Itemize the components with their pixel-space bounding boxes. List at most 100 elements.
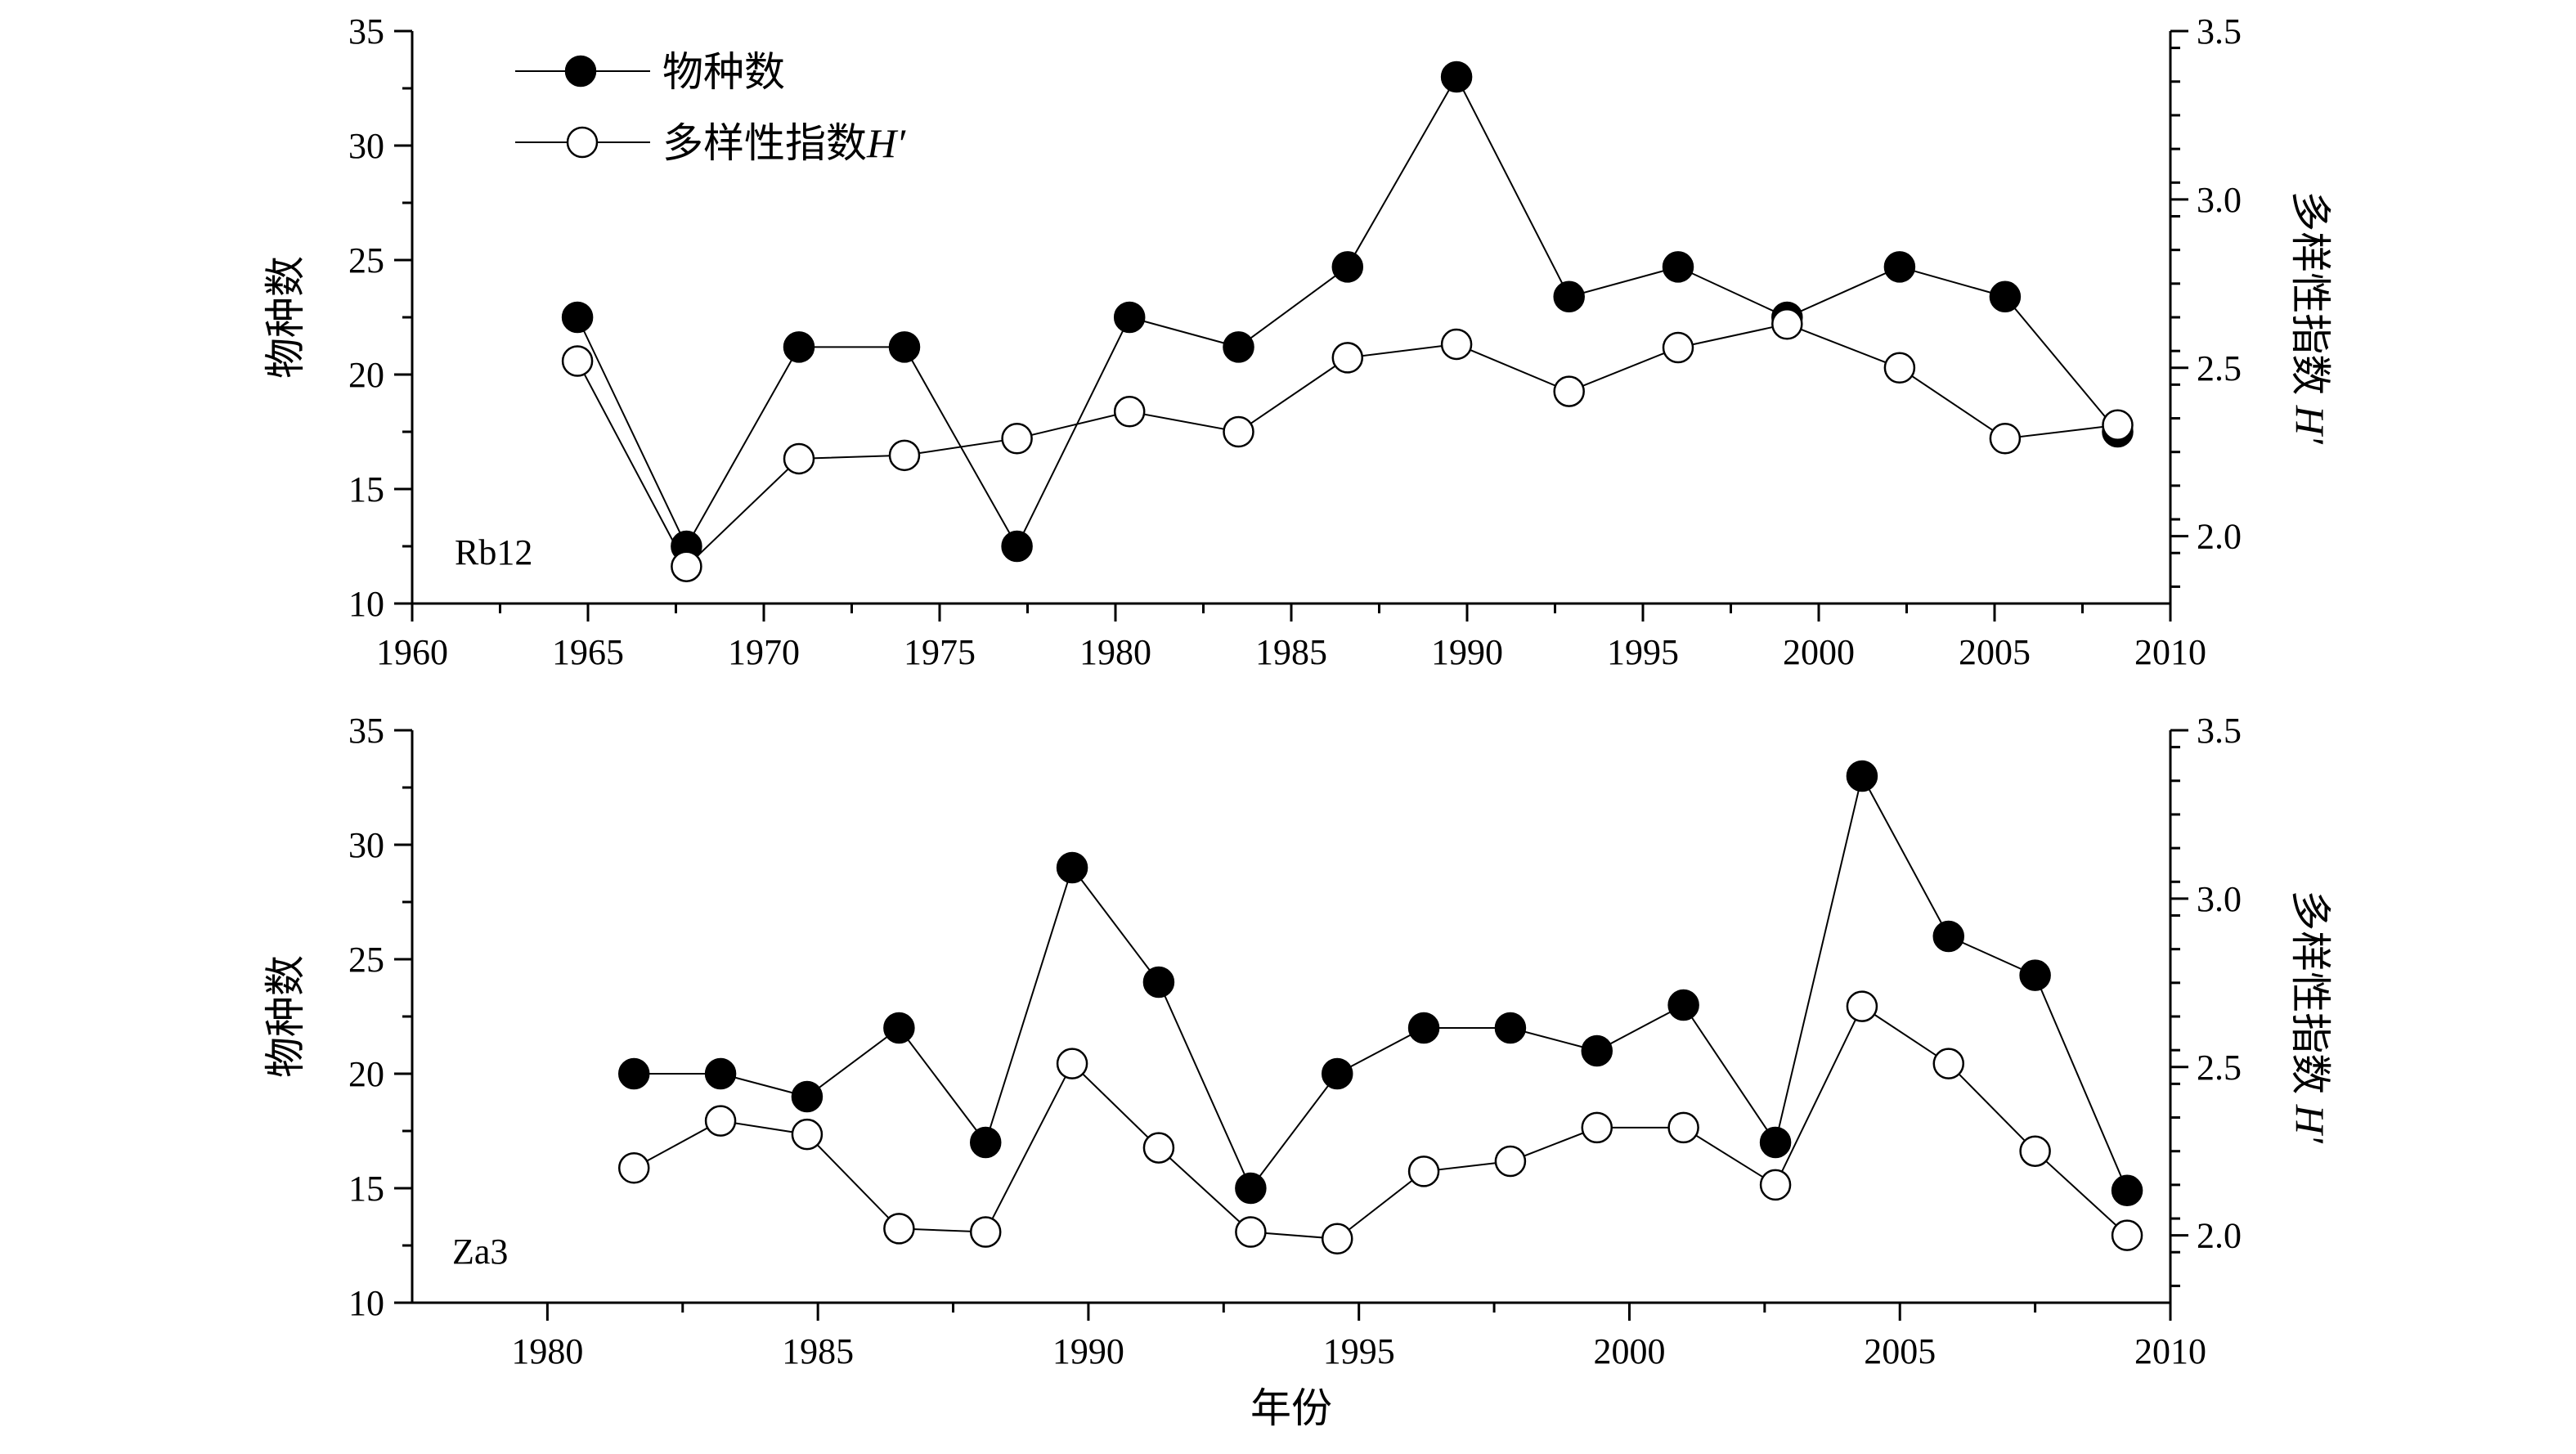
panel-1-series-1-point	[783, 331, 815, 363]
panel-2-series-1-point	[1759, 1126, 1792, 1159]
panel-1-y-right-title: 多样性指数 H′	[2287, 191, 2333, 445]
panel-2-y-right-tick-label: 3.5	[2197, 711, 2242, 751]
panel-2-series-1-point	[1846, 760, 1878, 792]
panel-2-y-left-tick-label: 25	[348, 940, 384, 980]
panel-2-x-tick-label: 2010	[2134, 1331, 2206, 1371]
legend-marker-2	[566, 126, 599, 159]
panel-1-x-tick-label: 2000	[1783, 632, 1855, 672]
panel-1-y-right-tick-label: 2.0	[2197, 517, 2242, 557]
legend-label-2-italic: H′	[866, 120, 906, 166]
panel-1-x-tick-label: 1995	[1607, 632, 1679, 672]
panel-1-y-right-title-text: 多样性指数	[2287, 191, 2333, 406]
panel-1-series-2-point	[2102, 409, 2134, 442]
panel-1-series-2-point	[1331, 342, 1364, 374]
panel-2-series-1-point	[1494, 1012, 1527, 1044]
panel-2-y-right-tick-label: 2.5	[2197, 1048, 2242, 1088]
panel-2-series-2-point	[883, 1213, 915, 1245]
panel-1-series-1-point	[888, 331, 921, 363]
panel-2-y-right-title-italic: H′	[2287, 1104, 2333, 1144]
panel-1-series-2-point	[783, 442, 815, 475]
panel-1-x-tick-label: 1980	[1079, 632, 1151, 672]
panel-1-y-left-tick-label: 10	[348, 584, 384, 624]
legend-label-2-text: 多样性指数	[662, 120, 867, 166]
panel-2-series-2-point	[1321, 1223, 1353, 1255]
panel-1-series-2-point	[888, 439, 921, 472]
panel-2-x-title: 年份	[1250, 1385, 1332, 1431]
panel-2-series-2-point	[1407, 1156, 1440, 1187]
panel-2-series-2-line	[633, 1005, 2128, 1240]
panel-1-series-1-point	[561, 301, 594, 334]
panel-2-series-1-point	[2019, 959, 2051, 991]
panel-2-series-2-point	[1759, 1169, 1792, 1201]
panel-1-y-left-tick-label: 30	[348, 126, 384, 166]
panel-2-series-1-point	[1235, 1172, 1267, 1205]
panel-2-series-1-point	[1056, 851, 1088, 884]
panel-2-series-1-point	[617, 1057, 650, 1090]
panel-2-y-left-tick-label: 35	[348, 711, 384, 751]
panel-2-x-tick-label: 2005	[1864, 1331, 1936, 1371]
panel-1-y-right-title-italic: H′	[2287, 405, 2333, 445]
panel-2-series-1-point	[1321, 1057, 1353, 1090]
panel-1-series-2-point	[561, 345, 594, 377]
panel-2-series-2-point	[2019, 1135, 2051, 1167]
panel-1-y-right-tick-label: 3.0	[2197, 180, 2242, 220]
panel-2-series-2-point	[704, 1105, 737, 1137]
panel-2-series-2-point	[617, 1152, 650, 1184]
panel-1-series-1-point	[1113, 301, 1146, 334]
panel-1-series-1-point	[1440, 61, 1473, 93]
panel-2-y-left-tick-label: 20	[348, 1054, 384, 1094]
panel-2-series-1-point	[791, 1080, 824, 1113]
panel-1-label: Rb12	[455, 532, 532, 572]
panel-2-series-2-point	[1581, 1111, 1613, 1144]
panel-1-series-2-point	[1440, 328, 1473, 361]
panel-2-series-2-point	[1142, 1132, 1175, 1164]
panel-1-x-tick-label: 2005	[1959, 632, 2031, 672]
panel-1-y-left-tick-label: 20	[348, 355, 384, 395]
panel-1-y-left-tick-label: 15	[348, 469, 384, 509]
panel-2-series-1-point	[704, 1057, 737, 1090]
panel-2-series-2-point	[2111, 1219, 2143, 1251]
panel-1-x-tick-label: 1985	[1255, 632, 1327, 672]
panel-2-series-1-point	[1667, 989, 1699, 1021]
panel-2-y-right-tick-label: 3.0	[2197, 879, 2242, 919]
legend-label-1-text: 物种数	[662, 49, 785, 95]
panel-2-series-2-point	[1667, 1111, 1699, 1144]
panel-1-series-2-point	[1001, 422, 1033, 455]
panel-2-series-2-point	[1056, 1048, 1088, 1079]
panel-1-series-2-point	[671, 550, 702, 582]
panel-1-series-2-point	[1223, 415, 1254, 448]
panel-2-x-tick-label: 1980	[511, 1331, 583, 1371]
panel-2-y-left-tick-label: 15	[348, 1169, 384, 1209]
panel-2-y-right-tick-label: 2.0	[2197, 1216, 2242, 1256]
panel-1-series-2-point	[1113, 396, 1146, 428]
panel-2-series-1-point	[883, 1012, 915, 1044]
panel-2-series-1-point	[1407, 1012, 1440, 1044]
panel-2-y-right-title-text: 多样性指数	[2287, 890, 2333, 1105]
panel-1-x-tick-label: 1960	[376, 632, 448, 672]
panel-2-y-left-tick-label: 10	[348, 1283, 384, 1323]
panel-2-series-1-point	[1581, 1034, 1613, 1067]
panel-2-y-left-tick-label: 30	[348, 825, 384, 865]
panel-1-series-1-point	[1223, 331, 1254, 363]
panel-1-x-tick-label: 1970	[728, 632, 800, 672]
panel-2-series-1-point	[2111, 1174, 2143, 1207]
panel-1-x-tick-label: 1965	[552, 632, 624, 672]
legend-label-1: 物种数	[662, 49, 785, 95]
panel-2-y-left-title: 物种数	[263, 955, 308, 1078]
panel-2-series-2-point	[791, 1118, 824, 1151]
panel-1-y-left-tick-label: 25	[348, 240, 384, 280]
panel-2-label: Za3	[452, 1232, 508, 1272]
panel-2-x-tick-label: 2000	[1593, 1331, 1665, 1371]
panel-1-y-right-tick-label: 3.5	[2197, 11, 2242, 52]
panel-2-series-1-point	[969, 1126, 1002, 1159]
panel-1-series-2-point	[1989, 422, 2022, 455]
panel-2-series-1-line	[634, 774, 2129, 1191]
panel-1-y-left-title: 物种数	[263, 256, 308, 379]
panel-1-series-2-point	[1553, 375, 1585, 407]
panel-1-series-2-point	[1883, 352, 1916, 384]
panel-1-series-1-point	[1883, 251, 1916, 283]
panel-2-series-2-point	[969, 1216, 1002, 1248]
panel-2-series-2-point	[1932, 1048, 1965, 1079]
panel-1-series-1-point	[1001, 530, 1033, 563]
